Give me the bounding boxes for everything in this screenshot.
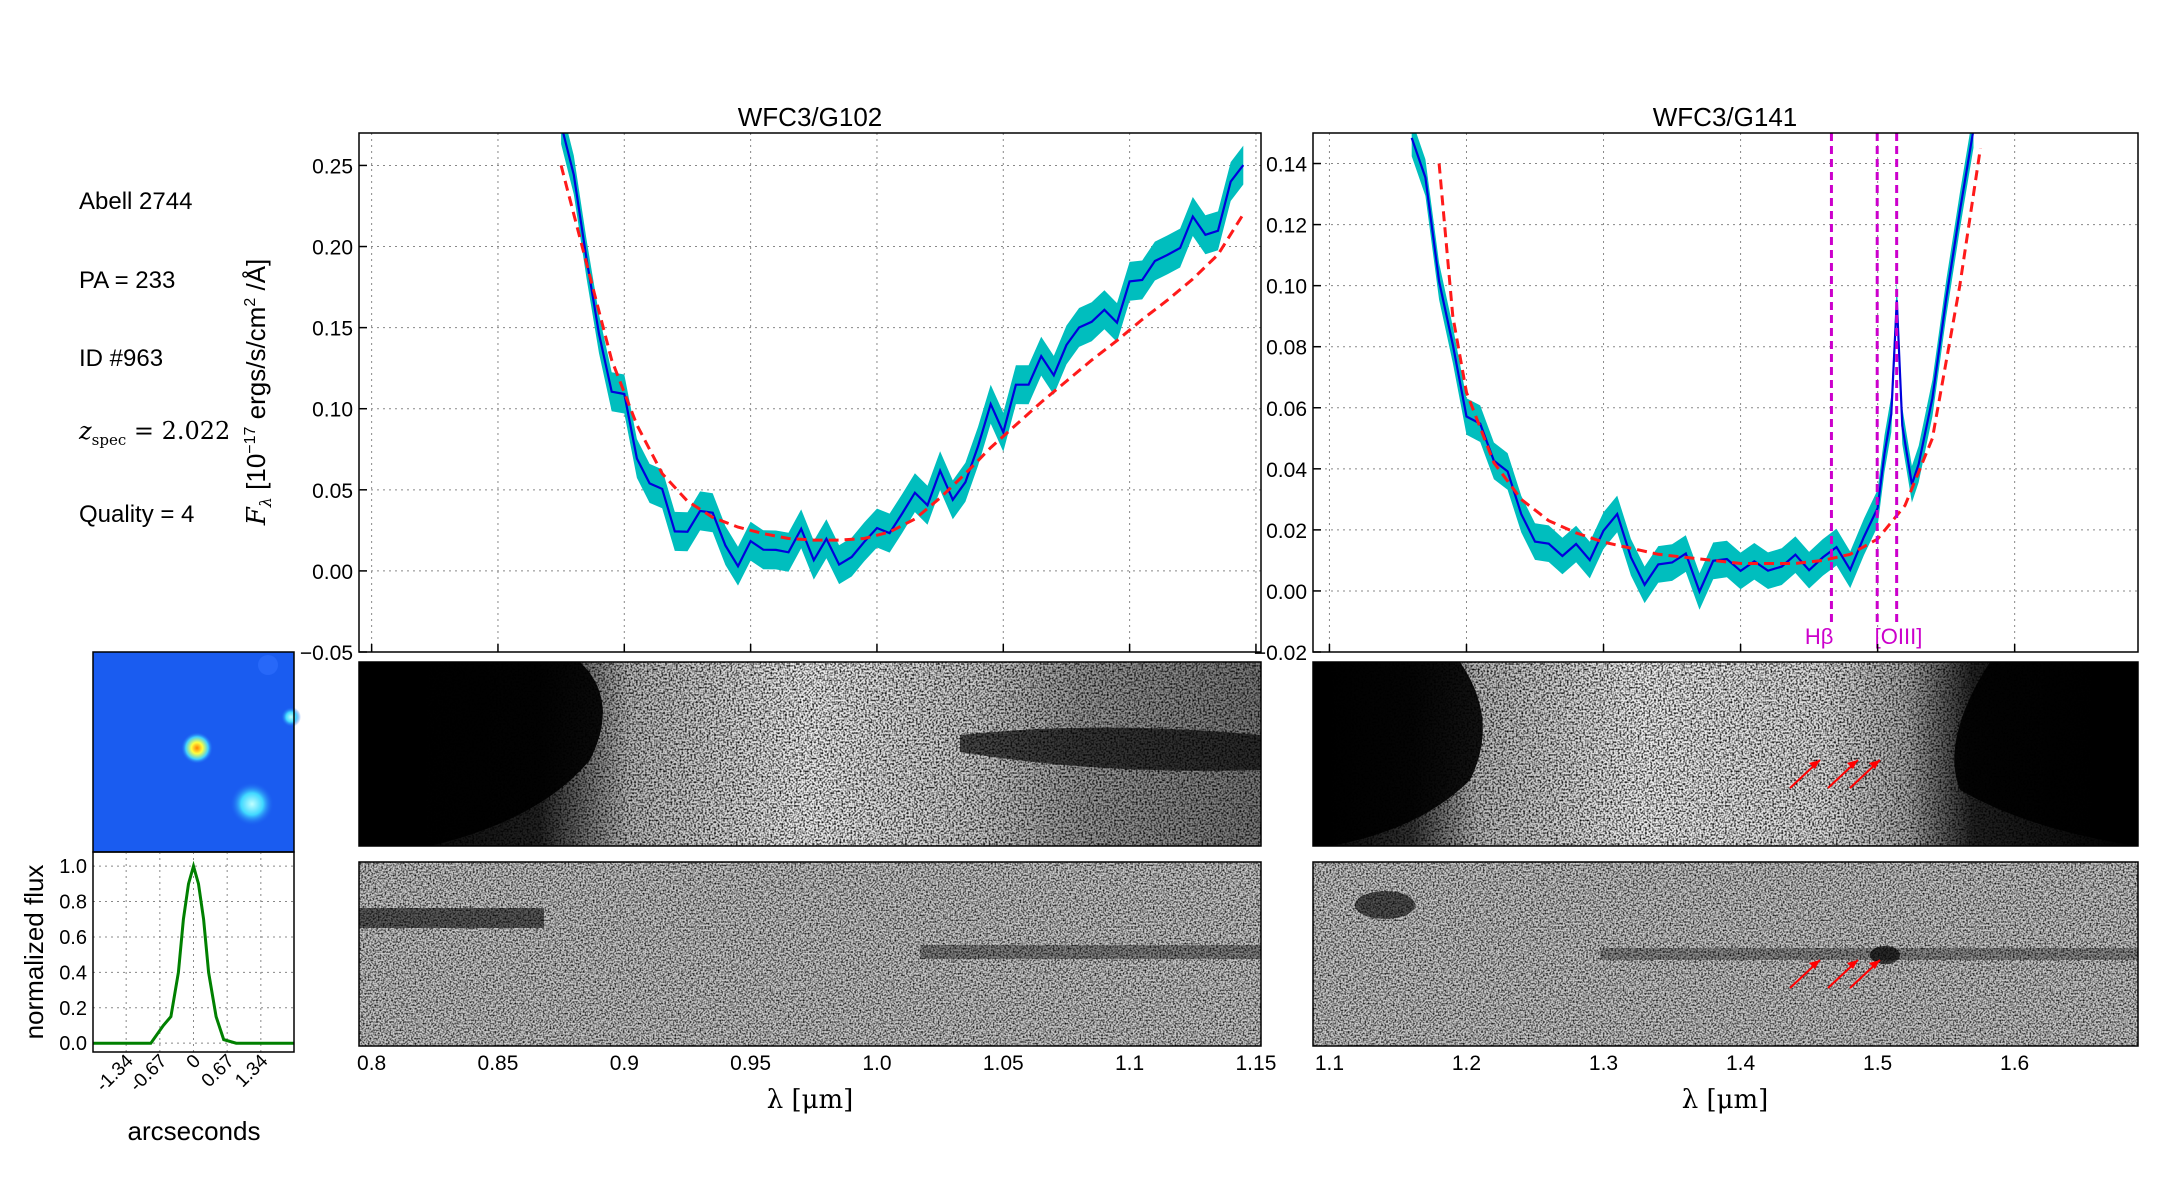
z-subscript: spec xyxy=(91,430,127,449)
x-tick-label: 1.0 xyxy=(862,1052,891,1075)
profile-x-tick-label: 0.67 xyxy=(198,1051,239,1092)
g102-x-axis-label: λ [μm] xyxy=(767,1085,854,1115)
x-tick-label: 1.4 xyxy=(1726,1052,1756,1075)
g102-2d-spectrum-top xyxy=(358,661,1262,847)
emission-line-arrows xyxy=(1789,759,1881,989)
y-tick-label: 0.15 xyxy=(312,318,353,341)
position-angle: PA = 233 xyxy=(79,267,176,294)
profile-grid xyxy=(93,852,294,1052)
field-name: Abell 2744 xyxy=(79,188,193,215)
x-tick-label: 1.1 xyxy=(1115,1052,1144,1075)
profile-y-tick-label: 0.0 xyxy=(59,1033,87,1055)
profile-y-tick-label: 0.4 xyxy=(59,962,87,984)
profile-y-label: normalized flux xyxy=(19,865,49,1040)
y-tick-label: 0.25 xyxy=(312,155,353,178)
y-tick-label: 0.08 xyxy=(1266,337,1307,360)
g102-model-line xyxy=(559,165,1245,542)
y-tick-label: 0.04 xyxy=(1266,459,1307,482)
y-tick-label: 0.10 xyxy=(312,399,353,422)
profile-x-tick-label: 1.34 xyxy=(231,1050,272,1091)
g102-y-axis: −0.05 0.00 0.05 0.10 0.15 0.20 0.25 xyxy=(300,155,367,665)
emission-line-markers xyxy=(1829,133,1899,622)
arrow-head xyxy=(1809,760,1820,769)
g102-spectrum-line xyxy=(562,133,1245,569)
x-tick-label: 1.3 xyxy=(1589,1052,1618,1075)
y-tick-label: 0.00 xyxy=(312,561,353,584)
y-tick-label: 0.05 xyxy=(312,480,353,503)
y-tick-label: 0.02 xyxy=(1266,520,1307,543)
g102-2d-spectrum-bottom xyxy=(358,861,1262,1047)
g102-title: WFC3/G102 xyxy=(738,102,883,132)
x-tick-label: 1.15 xyxy=(1236,1052,1277,1075)
profile-y-tick-label: 0.8 xyxy=(59,892,87,914)
y-tick-label: 0.14 xyxy=(1266,154,1307,177)
arrow-head xyxy=(1869,960,1880,969)
arrow-head xyxy=(1809,960,1820,969)
profile-frame xyxy=(92,851,295,1053)
x-tick-label: 1.6 xyxy=(2000,1052,2029,1075)
g141-title: WFC3/G141 xyxy=(1653,102,1798,132)
arrow-head xyxy=(1869,760,1880,769)
emission-line-label: [OIII] xyxy=(1875,624,1923,649)
g102-error-band xyxy=(561,133,1244,586)
g141-error-band xyxy=(1411,133,1974,610)
wavelength-x-axes: 0.8 0.85 0.9 0.95 1.0 1.05 1.1 1.15 1.1 1.2 1.3 1.4… xyxy=(357,644,2029,1075)
g141-model-line xyxy=(1437,148,1982,565)
g102-grid xyxy=(359,133,1261,653)
emission-line-label: Hβ xyxy=(1805,624,1834,649)
profile-line xyxy=(93,860,294,1045)
g141-y-axis: −0.02 0.00 0.02 0.04 0.06 0.08 0.10 0.12 0.14 xyxy=(1254,154,1321,665)
y-tick-label: −0.05 xyxy=(300,642,353,665)
x-tick-label: 0.95 xyxy=(730,1052,771,1075)
arrow-head xyxy=(1847,760,1858,769)
x-tick-label: 1.5 xyxy=(1863,1052,1892,1075)
profile-x-label: arcseconds xyxy=(128,1116,261,1146)
emission-line-labels: Hβ [OIII] xyxy=(1805,624,1922,649)
x-tick-label: 0.8 xyxy=(357,1052,386,1075)
x-tick-label: 1.05 xyxy=(983,1052,1024,1075)
profile-x-tick-label: -0.67 xyxy=(126,1051,171,1096)
y-tick-label: 0.20 xyxy=(312,237,353,260)
galaxy-thumbnail xyxy=(92,651,301,853)
x-tick-label: 0.85 xyxy=(478,1052,519,1075)
profile-axes: 0.0 0.2 0.4 0.6 0.8 1.0 -1.34-0.67 00.671.34 xyxy=(59,856,272,1096)
g141-spectrum-line xyxy=(1410,133,1975,595)
spec-redshift: zspec = 2.022 xyxy=(79,417,230,449)
g141-2d-spectrum-bottom xyxy=(1312,861,2139,1047)
y-tick-label: 0.00 xyxy=(1266,581,1307,604)
quality-flag: Quality = 4 xyxy=(79,501,195,528)
x-tick-label: 1.2 xyxy=(1452,1052,1481,1075)
g102-frame xyxy=(358,132,1262,653)
object-id: ID #963 xyxy=(79,345,164,372)
profile-y-tick-label: 0.6 xyxy=(59,927,87,949)
profile-x-tick-label: -1.34 xyxy=(92,1050,138,1096)
z-symbol: z xyxy=(79,417,92,445)
profile-x-tick-label: 0 xyxy=(183,1051,205,1073)
profile-y-tick-label: 1.0 xyxy=(59,856,87,878)
profile-y-tick-label: 0.2 xyxy=(59,998,87,1020)
z-value: = 2.022 xyxy=(126,417,231,445)
g141-frame xyxy=(1312,132,2139,653)
y-tick-label: 0.12 xyxy=(1266,215,1307,238)
g141-x-axis-label: λ [μm] xyxy=(1682,1085,1769,1115)
flux-axis-label: Fλ [10−17 ergs/s/cm2 /Å] xyxy=(241,259,275,527)
y-tick-label: 0.06 xyxy=(1266,398,1307,421)
y-tick-label: −0.02 xyxy=(1254,642,1307,665)
arrow-head xyxy=(1847,960,1858,969)
x-tick-label: 0.9 xyxy=(610,1052,639,1075)
x-tick-label: 1.1 xyxy=(1315,1052,1344,1075)
y-tick-label: 0.10 xyxy=(1266,276,1307,299)
g141-2d-spectrum-top xyxy=(1312,661,2139,847)
